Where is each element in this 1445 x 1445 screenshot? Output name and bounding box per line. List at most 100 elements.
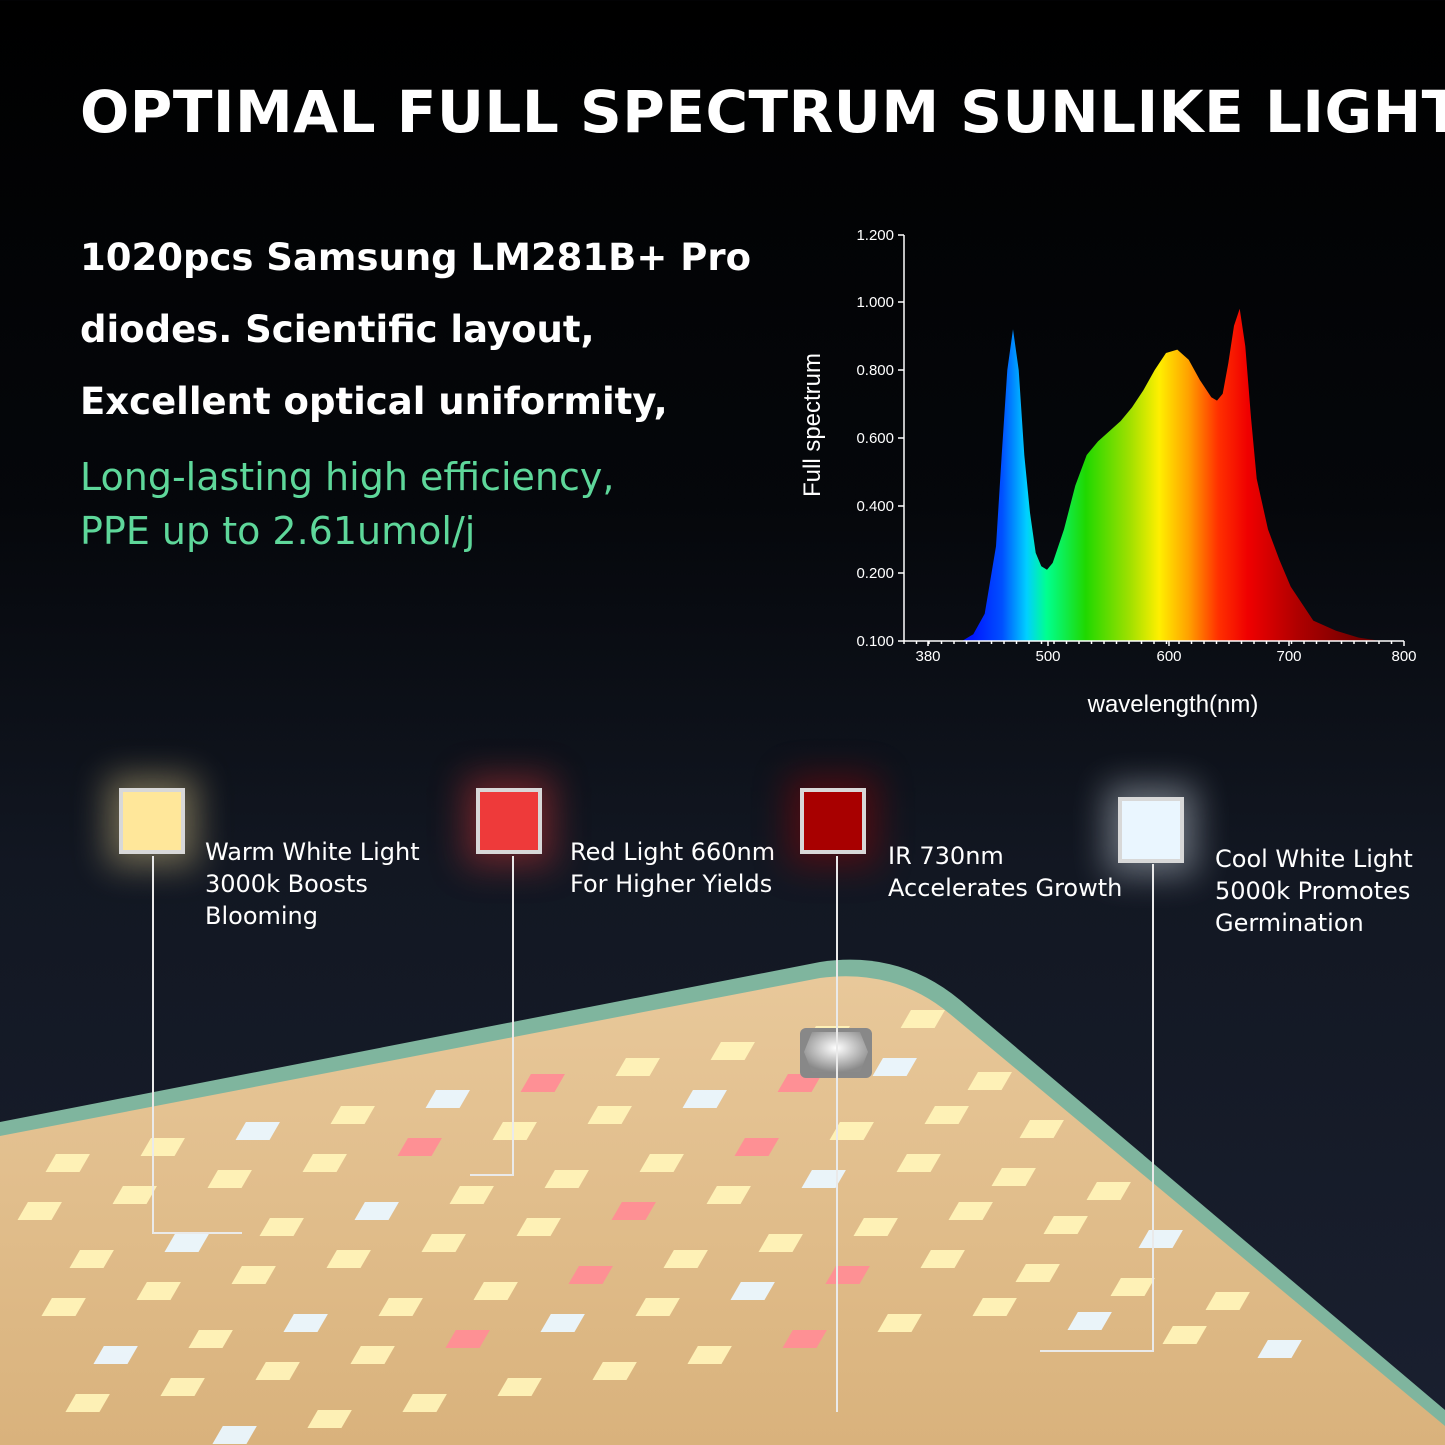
warm-white-diode (706, 1186, 751, 1204)
warm-white-diode (69, 1250, 114, 1268)
y-tick-label: 0.800 (856, 362, 894, 379)
cool-white-diode (801, 1170, 846, 1188)
warm-white-diode (140, 1138, 185, 1156)
warm-white-diode (259, 1218, 304, 1236)
warm-white-diode (207, 1170, 252, 1188)
warm-white-diode (920, 1250, 965, 1268)
cool-white-swatch (1118, 797, 1184, 863)
cool-white-diode (730, 1282, 775, 1300)
x-tick-label: 800 (1391, 648, 1416, 665)
y-tick-label: 0.400 (856, 498, 894, 515)
red-diode (397, 1138, 442, 1156)
warm-white-diode (1015, 1264, 1060, 1282)
spectrum-chart: 0.100 0.200 0.400 0.600 0.800 1.000 1.200 380 50… (799, 227, 1417, 718)
warm-white-diode (449, 1186, 494, 1204)
cool-white-diode (164, 1234, 209, 1252)
warm-white-label: Warm White Light 3000k Boosts Blooming (205, 838, 420, 930)
x-axis-label: wavelength(nm) (1087, 691, 1259, 718)
cool-white-diode (1067, 1312, 1112, 1330)
warm-white-diode (687, 1346, 732, 1364)
cool-white-diode (540, 1314, 585, 1332)
warm-white-diode (302, 1154, 347, 1172)
warm-white-diode (896, 1154, 941, 1172)
warm-white-diode (710, 1042, 755, 1060)
warm-white-diode (587, 1106, 632, 1124)
cool-white-leader (1040, 1350, 1154, 1352)
product-description: 1020pcs Samsung LM281B+ Pro diodes. Scie… (80, 222, 780, 438)
warm-white-diode (592, 1362, 637, 1380)
led-board-illustration (0, 959, 1445, 1445)
warm-white-diode (924, 1106, 969, 1124)
x-tick-label: 600 (1156, 648, 1181, 665)
warm-white-diode (1162, 1326, 1207, 1344)
warm-white-diode (492, 1122, 537, 1140)
red-light-leader (512, 856, 514, 1176)
cool-white-diode (283, 1314, 328, 1332)
y-tick-label: 1.000 (856, 294, 894, 311)
warm-white-diode (160, 1378, 205, 1396)
warm-white-diode (948, 1202, 993, 1220)
spectrum-area (950, 308, 1382, 641)
page-title: OPTIMAL FULL SPECTRUM SUNLIKE LIGHT (80, 78, 1445, 146)
warm-white-diode (45, 1154, 90, 1172)
highlight-line: PPE up to 2.61umol/j (80, 509, 476, 553)
warm-white-diode (378, 1298, 423, 1316)
y-tick-label: 0.100 (856, 633, 894, 650)
red-light-swatch (476, 788, 542, 854)
cool-white-diode (682, 1090, 727, 1108)
red-diode (445, 1330, 490, 1348)
ir-label: IR 730nm Accelerates Growth (888, 842, 1123, 902)
y-tick-label: 0.600 (856, 430, 894, 447)
x-tick-label: 380 (915, 648, 940, 665)
cool-white-diode (212, 1426, 257, 1444)
warm-white-diode (330, 1106, 375, 1124)
red-diode (734, 1138, 779, 1156)
warm-white-leader (152, 1232, 242, 1234)
warm-white-diode (853, 1218, 898, 1236)
warm-white-diode (136, 1282, 181, 1300)
warm-white-diode (991, 1168, 1036, 1186)
warm-white-diode (255, 1362, 300, 1380)
warm-white-leader (152, 856, 154, 1234)
y-tick-label: 0.200 (856, 565, 894, 582)
red-diode (782, 1330, 827, 1348)
warm-white-diode (829, 1122, 874, 1140)
warm-white-diode (421, 1234, 466, 1252)
cool-white-diode (354, 1202, 399, 1220)
cool-white-diode (1138, 1230, 1183, 1248)
red-diode (777, 1074, 822, 1092)
warm-white-diode (307, 1410, 352, 1428)
warm-white-diode (1205, 1292, 1250, 1310)
efficiency-highlight: Long-lasting high efficiency, PPE up to … (80, 450, 614, 558)
cool-white-diode (1257, 1340, 1302, 1358)
red-diode (568, 1266, 613, 1284)
x-tick-label: 700 (1276, 648, 1301, 665)
warm-white-diode (1019, 1120, 1064, 1138)
warm-white-diode (900, 1010, 945, 1028)
warm-white-diode (473, 1282, 518, 1300)
warm-white-diode (231, 1266, 276, 1284)
warm-white-diode (497, 1378, 542, 1396)
warm-white-diode (544, 1170, 589, 1188)
cool-white-diode (235, 1122, 280, 1140)
y-axis-label: Full spectrum (799, 353, 826, 497)
warm-white-diode (1043, 1216, 1088, 1234)
warm-white-diode (967, 1072, 1012, 1090)
warm-white-diode (972, 1298, 1017, 1316)
warm-white-diode (41, 1298, 86, 1316)
ir-leader (836, 856, 838, 1412)
warm-white-diode (326, 1250, 371, 1268)
warm-white-diode (758, 1234, 803, 1252)
cool-white-diode (872, 1058, 917, 1076)
red-light-leader (470, 1174, 514, 1176)
warm-white-diode (17, 1202, 62, 1220)
description-line: 1020pcs Samsung LM281B+ Pro (80, 236, 752, 279)
warm-white-swatch (119, 788, 185, 854)
red-diode (611, 1202, 656, 1220)
warm-white-diode (635, 1298, 680, 1316)
x-tick-label: 500 (1035, 648, 1060, 665)
y-tick-label: 1.200 (856, 227, 894, 244)
warm-white-diode (402, 1394, 447, 1412)
cool-white-leader (1152, 864, 1154, 1352)
warm-white-diode (516, 1218, 561, 1236)
